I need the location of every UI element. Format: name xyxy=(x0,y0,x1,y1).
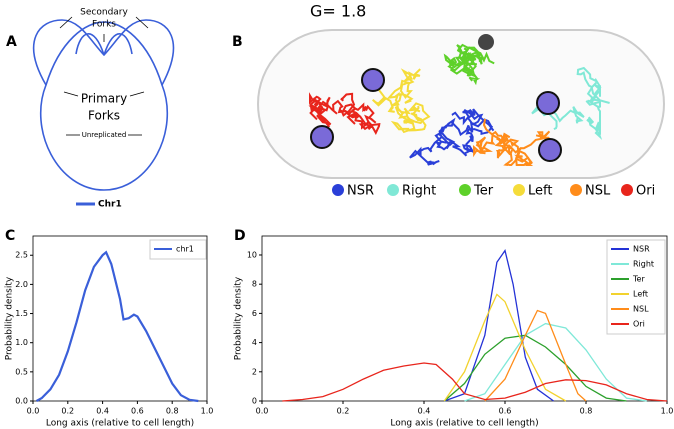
polymer-strand xyxy=(339,92,377,130)
line xyxy=(282,362,668,402)
legend-swatch xyxy=(387,184,399,196)
legend-swatch xyxy=(570,184,582,196)
y-tick-label: 0.0 xyxy=(15,397,28,406)
legend-label: NSL xyxy=(585,184,611,199)
x-axis-label: Long axis (relative to cell length) xyxy=(46,419,194,429)
line xyxy=(443,334,627,402)
x-tick-label: 0.4 xyxy=(418,407,431,416)
locus xyxy=(536,91,560,115)
legend-swatch xyxy=(621,184,633,196)
annotation: Secondary xyxy=(80,8,128,18)
annotation-lines xyxy=(59,16,149,136)
x-tick-label: 0.6 xyxy=(499,407,512,416)
legend-label: chr1 xyxy=(176,245,194,254)
replication-diagram xyxy=(32,19,175,191)
x-tick-label: 0.6 xyxy=(131,407,144,416)
y-tick-label: 10 xyxy=(247,250,257,259)
panel-label: C xyxy=(5,228,15,244)
inner-loop xyxy=(45,21,163,86)
panel-label: A xyxy=(6,34,17,50)
legend-label: Ter xyxy=(473,184,494,199)
x-tick-label: 0.0 xyxy=(27,407,40,416)
y-axis-label: Probability density xyxy=(234,276,244,360)
loci xyxy=(310,34,562,162)
x-tick-label: 0.4 xyxy=(96,407,109,416)
x-tick-label: 0.8 xyxy=(166,407,179,416)
outer-loop xyxy=(32,19,175,191)
y-tick-label: 1.5 xyxy=(15,309,28,318)
x-tick-label: 1.0 xyxy=(661,407,674,416)
legend-label: NSR xyxy=(633,245,650,254)
polymer-strand xyxy=(586,85,610,140)
line xyxy=(484,309,587,402)
polymer-strand xyxy=(409,117,456,166)
polymer-strand xyxy=(390,105,427,134)
line xyxy=(443,293,567,402)
y-tick-label: 1.0 xyxy=(15,338,28,347)
panel-title: G= 1.8 xyxy=(310,2,366,21)
locus xyxy=(478,34,494,50)
line xyxy=(35,250,199,403)
polymer xyxy=(308,43,610,166)
legend-label: Ter xyxy=(632,275,645,284)
y-tick-label: 4 xyxy=(252,338,257,347)
line xyxy=(464,322,647,402)
legend-label: Ori xyxy=(633,320,645,329)
annotation: Forks xyxy=(92,20,116,30)
legend-box xyxy=(606,239,666,335)
y-tick-label: 2 xyxy=(252,367,257,376)
x-axis-label: Long axis (relative to cell length) xyxy=(390,419,538,429)
legend-label: Right xyxy=(402,184,436,199)
polymer-strand xyxy=(434,124,495,157)
y-tick-label: 6 xyxy=(252,309,257,318)
polymer-strand xyxy=(308,92,332,134)
legend-label: NSL xyxy=(633,305,649,314)
legend-box xyxy=(149,239,207,260)
legend-label: Right xyxy=(633,260,654,269)
y-tick-label: 0 xyxy=(252,397,257,406)
locus xyxy=(310,125,334,149)
annotation: Primary xyxy=(81,92,127,106)
annotation: Unreplicated xyxy=(82,131,127,139)
polymer-strand xyxy=(494,137,534,166)
polymer-strand xyxy=(472,118,511,158)
polymer-strand xyxy=(309,99,381,135)
plot-area xyxy=(32,235,208,402)
inner-loop xyxy=(75,33,105,56)
plot-area xyxy=(261,235,668,402)
x-tick-label: 0.8 xyxy=(580,407,593,416)
legend: NSR Right Ter Left NSL Ori xyxy=(332,184,655,199)
x-tick-label: 0.0 xyxy=(256,407,269,416)
polymer-strand xyxy=(576,66,602,108)
x-tick-label: 0.2 xyxy=(337,407,350,416)
polymer-strand xyxy=(386,68,421,107)
polymer-strand xyxy=(502,130,552,166)
y-axis-label: Probability density xyxy=(5,276,15,360)
legend-label: NSR xyxy=(347,184,374,199)
locus xyxy=(361,68,385,92)
polymer-strand xyxy=(456,43,485,77)
legend-swatch xyxy=(459,184,471,196)
panel-label: B xyxy=(232,34,243,50)
cell xyxy=(257,29,665,179)
annotation: Forks xyxy=(88,109,120,123)
x-tick-label: 0.2 xyxy=(61,407,74,416)
y-tick-label: 2.0 xyxy=(15,280,28,289)
panel-label: D xyxy=(234,228,246,244)
legend-label: Left xyxy=(528,184,552,199)
inner-loop xyxy=(103,33,133,56)
y-tick-label: 2.5 xyxy=(15,251,28,260)
locus xyxy=(538,138,562,162)
legend-swatch xyxy=(513,184,525,196)
y-tick-label: 8 xyxy=(252,280,257,289)
y-tick-label: 0.5 xyxy=(15,367,28,376)
legend-label: Chr1 xyxy=(98,200,122,210)
legend-label: Ori xyxy=(636,184,655,199)
legend-swatch xyxy=(332,184,344,196)
x-tick-label: 1.0 xyxy=(201,407,214,416)
legend-label: Left xyxy=(633,290,648,299)
